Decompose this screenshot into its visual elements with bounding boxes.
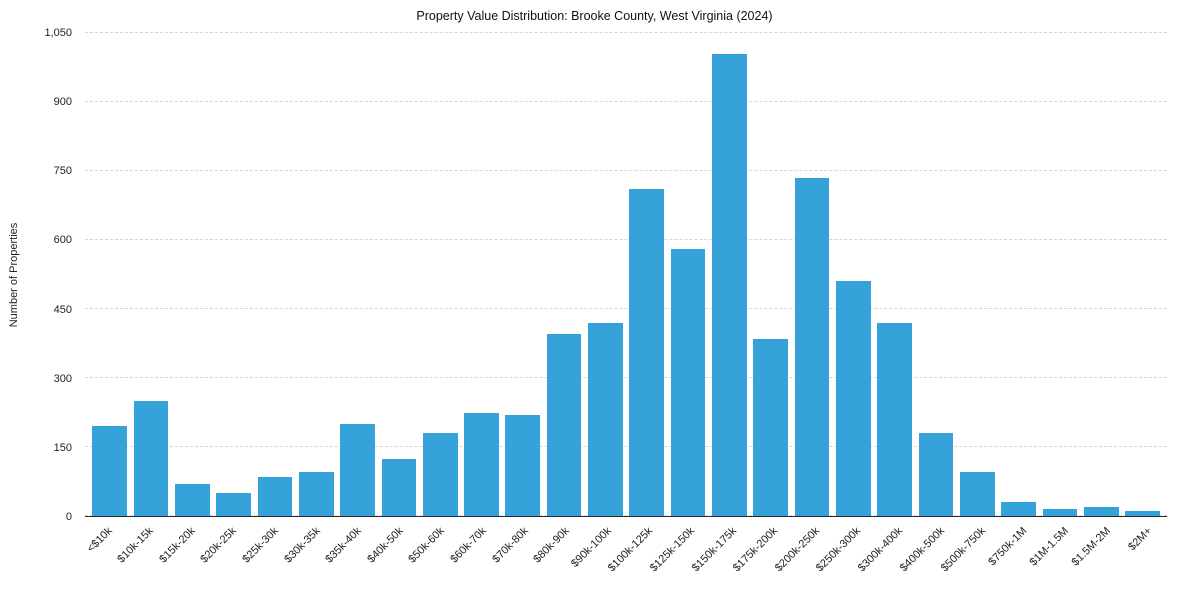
bar-slot	[254, 33, 295, 516]
bar	[464, 412, 499, 516]
bar-slot	[502, 33, 543, 516]
x-tick-label: $60k-70k	[448, 525, 489, 566]
chart-title: Property Value Distribution: Brooke Coun…	[416, 9, 773, 23]
plot-area	[85, 32, 1167, 517]
y-tick-label: 600	[53, 234, 72, 247]
gridline	[85, 308, 1167, 309]
x-tick-label: $1M-1.5M	[1027, 525, 1072, 569]
bar-slot	[543, 33, 584, 516]
x-axis-ticks: <$10k $10k-15k $15k-20k $20k-25k $25k-30k $30…	[84, 518, 1167, 588]
bar-slot	[213, 33, 254, 516]
y-tick-label: 1,050	[44, 27, 72, 39]
bar	[257, 476, 293, 516]
x-tick-label: $25k-30k	[240, 525, 281, 566]
gridline	[85, 170, 1167, 171]
y-tick-label: 450	[53, 303, 72, 316]
bar	[133, 401, 169, 516]
bar-slot	[1081, 33, 1122, 516]
bar-slot	[1039, 33, 1080, 516]
bar-slot	[791, 33, 832, 516]
bar-slot	[915, 33, 956, 516]
bar	[753, 338, 788, 516]
x-tick-label: $35k-40k	[323, 525, 364, 566]
bar	[340, 424, 375, 516]
bar	[1042, 509, 1078, 516]
bar	[877, 322, 912, 516]
bar-slot	[709, 33, 750, 516]
x-tick-label: $10k-15k	[115, 525, 156, 566]
bar	[92, 426, 127, 516]
x-tick-label: $40k-50k	[365, 525, 406, 566]
bar-slot	[874, 33, 915, 516]
bar-slot	[172, 33, 213, 516]
x-tick-label: $50k-60k	[406, 525, 448, 566]
x-tick-label: $20k-25k	[198, 525, 240, 566]
x-tick-label: $750k-1M	[986, 525, 1030, 569]
gridline	[85, 377, 1167, 378]
bar	[629, 189, 665, 516]
y-axis-ticks: 0 150 300 450 600 750 900 1,050	[0, 27, 78, 523]
bar-slot	[461, 33, 502, 516]
gridline	[85, 239, 1167, 240]
x-tick-label: $30k-35k	[281, 525, 323, 566]
bar	[670, 249, 706, 516]
bar-slot	[750, 33, 791, 516]
bar-slot	[957, 33, 998, 516]
y-tick-label: 150	[53, 441, 72, 454]
x-tick-label: $80k-90k	[531, 525, 573, 566]
x-tick-label: <$10k	[84, 525, 115, 555]
x-tick-label: $15k-20k	[157, 525, 198, 566]
bar-slot	[130, 33, 171, 516]
bar	[381, 458, 417, 516]
bar-slot	[667, 33, 708, 516]
x-tick-label: $2M+	[1126, 525, 1155, 554]
bar	[835, 281, 871, 516]
bar	[216, 493, 251, 516]
y-tick-label: 0	[65, 511, 72, 523]
bar-slot	[833, 33, 874, 516]
bar-slot	[1122, 33, 1163, 516]
bar	[422, 433, 458, 516]
bar	[1001, 502, 1036, 516]
bar-slot	[89, 33, 130, 516]
bars	[85, 33, 1167, 516]
gridline	[85, 515, 1167, 516]
y-tick-label: 900	[53, 96, 72, 109]
x-tick-label: $1.5M-2M	[1069, 525, 1114, 569]
bar	[794, 177, 830, 516]
y-tick-label: 750	[53, 165, 72, 178]
bar	[505, 414, 541, 516]
bar-slot	[337, 33, 378, 516]
bar	[959, 472, 995, 516]
bar-slot	[626, 33, 667, 516]
bar	[918, 433, 954, 516]
bar-slot	[585, 33, 626, 516]
bar-slot	[998, 33, 1039, 516]
bar	[174, 483, 210, 516]
x-tick-label: $70k-80k	[489, 525, 531, 566]
bar-slot	[420, 33, 461, 516]
bar-slot	[296, 33, 337, 516]
bar	[1125, 511, 1160, 516]
bar	[588, 322, 623, 516]
gridline	[85, 101, 1167, 102]
gridline	[85, 446, 1167, 447]
gridline	[85, 32, 1167, 33]
bar-slot	[378, 33, 419, 516]
bar	[298, 472, 334, 516]
bar	[712, 53, 747, 516]
y-tick-label: 300	[53, 372, 72, 385]
bar	[1083, 506, 1119, 516]
bar	[546, 334, 582, 516]
